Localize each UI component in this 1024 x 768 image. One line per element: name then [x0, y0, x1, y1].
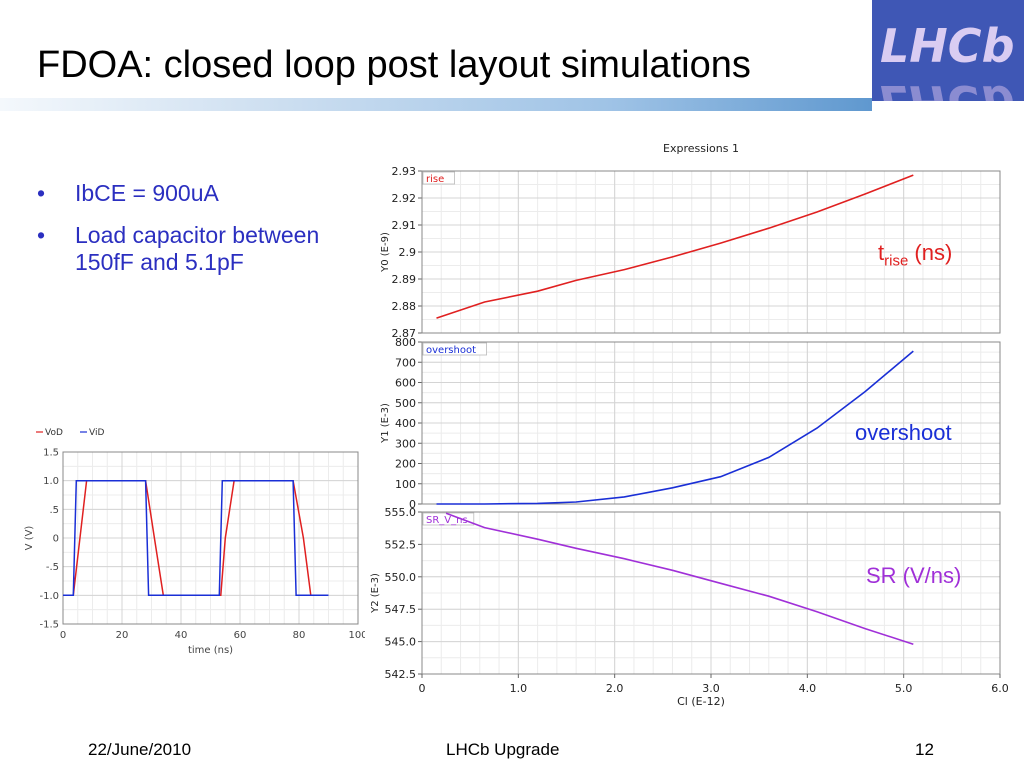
series-line-overshoot	[436, 350, 914, 505]
y-tick-label: -1.0	[39, 591, 59, 602]
panel-label: SR_V_ns	[426, 515, 468, 526]
bullet-dot-icon: •	[37, 180, 46, 206]
panel-frame	[421, 170, 1001, 334]
y-tick-label: 1.5	[43, 448, 59, 459]
y-tick-label: 0	[53, 534, 59, 545]
x-tick-label: 4.0	[799, 682, 817, 695]
y-tick-label: 2.92	[392, 192, 417, 205]
x-tick-label: 20	[116, 630, 129, 641]
x-tick-label: 100	[348, 630, 365, 641]
bullet-item: • Load capacitor between 150fF and 5.1pF	[37, 222, 337, 276]
x-tick-label: 1.0	[510, 682, 528, 695]
y-tick-label: 552.5	[385, 538, 417, 551]
y-tick-label: 2.89	[392, 273, 417, 286]
y-tick-label: 800	[395, 336, 416, 349]
title-underline-bar	[0, 98, 872, 111]
y-tick-label: 550.0	[385, 571, 417, 584]
footer-date: 22/June/2010	[88, 740, 192, 759]
page-number: 12	[915, 740, 934, 759]
x-tick-label: 3.0	[702, 682, 720, 695]
annotation-rise-t: t	[878, 240, 885, 265]
panel-0: 2.93 2.92 2.91 2.9 2.89 2.88 2.87 rise Y0 (E-9)	[380, 165, 1001, 340]
x-tick-label: 60	[234, 630, 247, 641]
x-axis-label: time (ns)	[188, 645, 233, 656]
panel-2: 555.0 552.5 550.0 547.5 545.0 542.5 SR_V_ns Y2 …	[370, 506, 1001, 681]
y-tick-label: 545.0	[385, 636, 417, 649]
y-tick-label: -1.5	[39, 620, 59, 631]
panel-frame	[421, 341, 1001, 505]
panel-label: overshoot	[426, 345, 476, 356]
y-tick-label: 300	[395, 437, 416, 450]
panel-label: rise	[426, 174, 444, 185]
chart-title: Expressions 1	[663, 142, 739, 155]
y-tick-label: 200	[395, 458, 416, 471]
y-axis-label: Y1 (E-3)	[380, 403, 391, 444]
lhcb-logo: LHCb LHCb	[872, 0, 1024, 101]
panel-1: 800 700 600 500 400 300 200 100 0 overshoot Y1 (E-…	[380, 336, 1001, 511]
x-tick-label: 2.0	[606, 682, 624, 695]
y-axis-label: Y0 (E-9)	[380, 232, 391, 273]
expressions-chart: Expressions 1 2.93 2.92 2.91 2.9 2.89 2.88 2.87…	[370, 142, 1009, 708]
legend-label-vid: ViD	[89, 428, 104, 438]
y-tick-label: 2.93	[392, 165, 417, 178]
x-tick-label: 0	[60, 630, 66, 641]
plot-frame	[62, 451, 359, 625]
y-tick-label: 542.5	[385, 668, 417, 681]
y-tick-label: 1.0	[43, 476, 59, 487]
transient-chart: VoD ViD 0 20 40 60 80 100 1.5 1.0 .5 0 -.5 -1.0 -1.5 ti…	[24, 428, 365, 656]
series-line-sr_v_ns	[445, 512, 914, 645]
x-axis-label: Cl (E-12)	[677, 695, 725, 708]
y-tick-label: 2.88	[392, 300, 417, 313]
y-axis-label: Y2 (E-3)	[370, 573, 381, 614]
annotation-overshoot: overshoot	[855, 420, 952, 445]
series-line-vid	[63, 479, 329, 597]
x-tick-label: 5.0	[895, 682, 913, 695]
y-tick-label: 547.5	[385, 603, 417, 616]
annotation-rise-unit: (ns)	[908, 240, 953, 265]
y-tick-label: 2.87	[392, 327, 417, 340]
y-tick-label: 700	[395, 356, 416, 369]
y-tick-label: 0	[409, 498, 416, 511]
y-tick-label: 2.9	[399, 246, 417, 259]
logo-text: LHCb	[880, 19, 1015, 73]
panel-label-box	[422, 171, 456, 185]
series-line-rise	[436, 174, 914, 319]
annotation-rise: trise (ns)	[878, 240, 952, 269]
x-tick-label: 6.0	[991, 682, 1009, 695]
panel-label-box	[422, 342, 487, 356]
logo-reflection: LHCb	[880, 75, 1015, 101]
footer-center: LHCb Upgrade	[446, 740, 560, 759]
y-tick-label: 555.0	[385, 506, 417, 519]
annotation-rise-sub: rise	[884, 252, 909, 270]
y-tick-label: 2.91	[392, 219, 417, 232]
y-tick-label: 600	[395, 377, 416, 390]
y-tick-label: -.5	[46, 562, 59, 573]
bullet-text: Load capacitor between 150fF and 5.1pF	[75, 222, 320, 275]
y-tick-label: 400	[395, 417, 416, 430]
y-tick-label: .5	[49, 505, 59, 516]
bullet-text: IbCE = 900uA	[75, 180, 219, 206]
x-tick-label: 0	[419, 682, 426, 695]
y-axis-label: V (V)	[24, 526, 35, 551]
annotation-slew-rate: SR (V/ns)	[866, 563, 962, 588]
bullet-dot-icon: •	[37, 222, 46, 248]
panel-label-box	[422, 512, 475, 526]
bullet-item: • IbCE = 900uA	[37, 180, 337, 207]
legend-label-vod: VoD	[45, 428, 63, 438]
slide-title: FDOA: closed loop post layout simulation…	[37, 44, 751, 86]
legend: VoD ViD	[36, 428, 104, 438]
bullet-list: • IbCE = 900uA • Load capacitor between …	[37, 180, 337, 291]
y-tick-label: 100	[395, 478, 416, 491]
x-tick-label: 40	[175, 630, 188, 641]
y-tick-label: 500	[395, 397, 416, 410]
x-tick-label: 80	[293, 630, 306, 641]
